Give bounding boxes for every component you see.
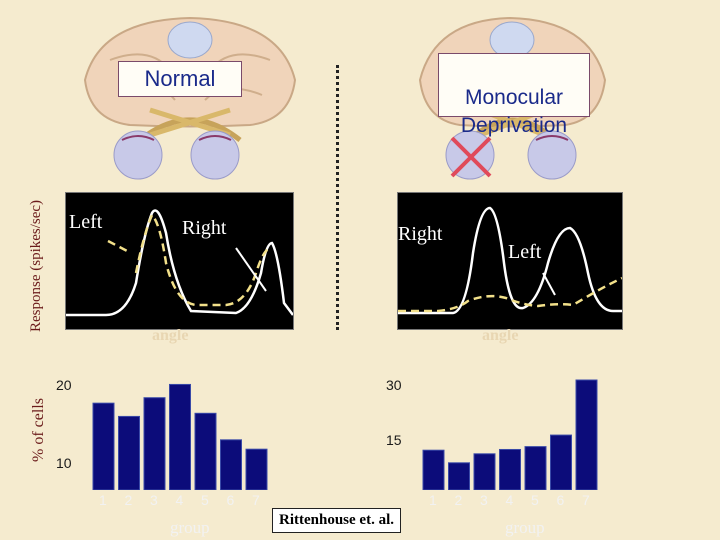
- deprived-right-label: Right: [398, 223, 443, 245]
- normal-xtick-3: 3: [150, 492, 158, 508]
- deprived-eye-cross-icon: [450, 136, 492, 178]
- brain-normal-diagram: [83, 16, 297, 180]
- normal-left-label: Left: [69, 211, 103, 233]
- deprivation-xtick-4: 4: [505, 492, 514, 508]
- bar-group-7: [575, 379, 598, 490]
- deprivation-xtick-2: 2: [454, 492, 463, 508]
- response-axis-label: Response (spikes/sec): [28, 199, 44, 332]
- normal-right-label: Right: [182, 217, 227, 239]
- deprivation-histogram: [422, 379, 598, 490]
- bar-group-4: [169, 383, 191, 490]
- bar-group-1: [422, 449, 445, 490]
- deprived-left-eye-curve: [398, 276, 622, 313]
- normal-histogram: [92, 383, 268, 490]
- deprived-right-eye-curve: [398, 206, 622, 315]
- normal-right-eye-curve: [107, 212, 272, 307]
- deprivation-title: Monocular Deprivation: [438, 53, 590, 137]
- normal-angle-label: angle: [152, 327, 189, 344]
- normal-title-text: Normal: [144, 66, 216, 91]
- bar-group-2: [448, 462, 470, 490]
- left-label-pointer: [542, 272, 556, 296]
- deprivation-x-label: group: [505, 518, 545, 537]
- normal-xtick-7: 7: [252, 492, 260, 508]
- normal-tuning-curves: [66, 209, 293, 317]
- deprivation-tuning-panel: Right Left: [397, 192, 623, 330]
- section-divider: [336, 65, 339, 330]
- deprivation-xtick-5: 5: [531, 492, 539, 508]
- cells-axis-label: % of cells: [30, 398, 47, 462]
- deprivation-ytick-30: 30: [386, 377, 402, 393]
- deprivation-xtick-1: 1: [429, 492, 437, 508]
- normal-xtick-1: 1: [99, 492, 107, 508]
- right-label-pointer: [235, 247, 267, 292]
- normal-xtick-4: 4: [175, 492, 184, 508]
- normal-xtick-5: 5: [201, 492, 209, 508]
- bar-group-2: [118, 415, 140, 490]
- citation-box: Rittenhouse et. al.: [272, 508, 401, 533]
- bar-group-6: [550, 434, 572, 490]
- normal-x-label: group: [170, 518, 210, 537]
- bar-group-7: [245, 448, 268, 490]
- deprivation-xtick-3: 3: [480, 492, 488, 508]
- deprivation-ytick-15: 15: [386, 432, 402, 448]
- normal-title: Normal: [118, 61, 242, 97]
- deprivation-tuning-curves: [398, 206, 622, 315]
- bar-group-5: [194, 412, 217, 490]
- bar-group-1: [92, 402, 115, 490]
- deprivation-angle-label: angle: [482, 327, 519, 344]
- bar-group-4: [499, 448, 521, 490]
- normal-left-eye-curve: [66, 209, 293, 317]
- bar-group-3: [143, 397, 166, 490]
- normal-ytick-10: 10: [56, 455, 72, 471]
- deprivation-xtick-7: 7: [582, 492, 590, 508]
- normal-tuning-panel: Left Right: [65, 192, 294, 330]
- brain-illustrations: [83, 16, 607, 180]
- deprivation-xtick-6: 6: [556, 492, 565, 508]
- bar-group-3: [473, 453, 496, 490]
- bar-group-5: [524, 446, 547, 490]
- normal-xtick-2: 2: [124, 492, 133, 508]
- normal-xtick-6: 6: [226, 492, 235, 508]
- bar-group-6: [220, 439, 242, 490]
- deprivation-title-text: Monocular Deprivation: [460, 86, 568, 137]
- deprived-left-label: Left: [508, 241, 542, 263]
- normal-ytick-20: 20: [56, 377, 72, 393]
